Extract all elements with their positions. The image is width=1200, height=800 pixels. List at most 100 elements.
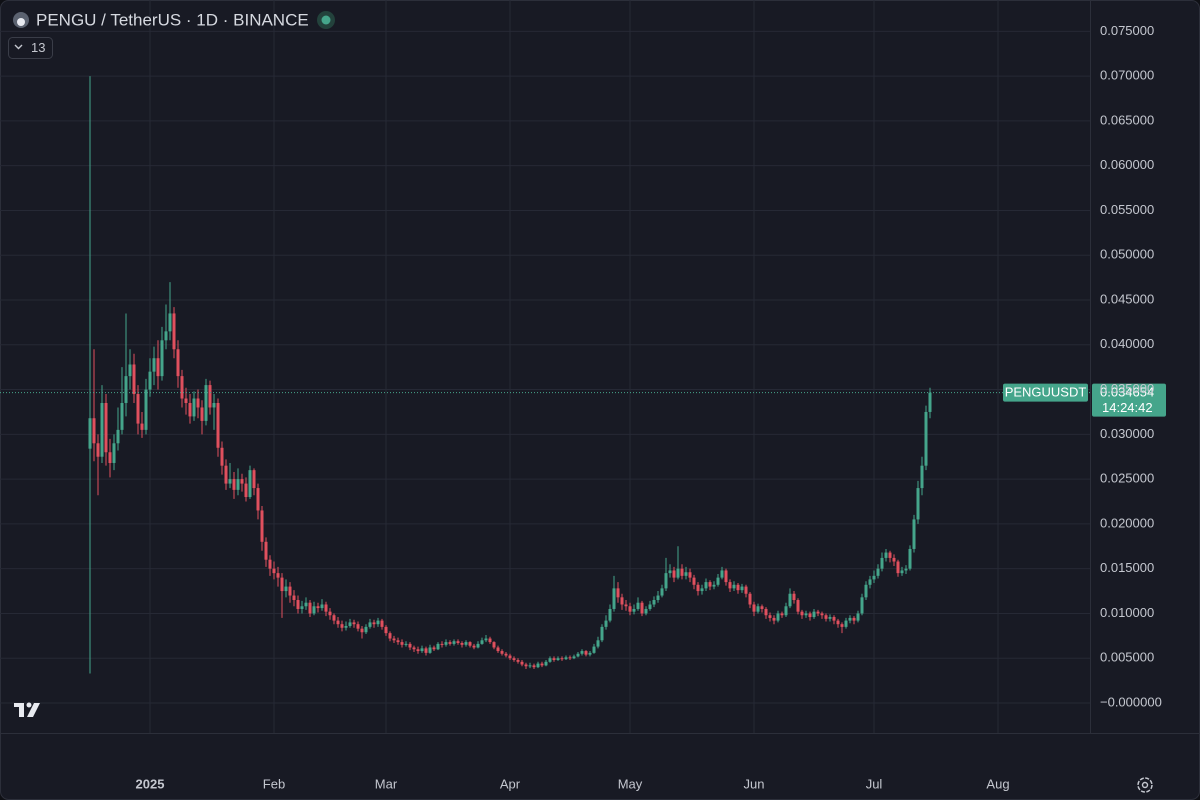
candle-body (600, 626, 604, 641)
candle-body (544, 661, 548, 666)
candle-body (608, 608, 612, 621)
candle-body (556, 658, 560, 661)
candle-body (484, 638, 488, 641)
candle-body (704, 582, 708, 589)
candle-body (172, 313, 176, 350)
candle-body (492, 642, 496, 648)
candle-body (104, 402, 108, 453)
candle-body (924, 411, 928, 466)
candle-body (584, 651, 588, 655)
candle-body (324, 604, 328, 612)
y-tick-label: 0.050000 (1100, 247, 1154, 262)
candle-body (352, 622, 356, 625)
candle-body (824, 615, 828, 619)
candle-body (532, 665, 536, 668)
x-tick-label: Aug (986, 776, 1009, 791)
candle-body (400, 642, 404, 645)
candle-body (888, 552, 892, 558)
indicator-toggle[interactable] (8, 37, 53, 59)
candle-body (320, 604, 324, 609)
candle-body (628, 606, 632, 612)
candle-body (732, 584, 736, 589)
candle-body (568, 657, 572, 659)
candle-body (596, 640, 600, 647)
candle-body (672, 570, 676, 578)
candle-body (512, 658, 516, 661)
candle-body (716, 577, 720, 585)
candle-body (712, 584, 716, 587)
candle-body (456, 641, 460, 643)
candle-body (892, 557, 896, 562)
candle-body (904, 568, 908, 571)
symbol-icon-face (17, 18, 25, 26)
candle-body (848, 617, 852, 621)
candle-body (780, 613, 784, 616)
candle-body (808, 613, 812, 618)
candle-body (212, 402, 216, 408)
candle-body (592, 646, 596, 653)
last-price-label: 0.034654 (1100, 385, 1154, 400)
candle-body (88, 418, 92, 449)
candle-body (784, 606, 788, 616)
candle-body (180, 376, 184, 399)
y-tick-label: 0.005000 (1100, 650, 1154, 665)
countdown-label: 14:24:42 (1102, 400, 1153, 415)
candle-body (692, 577, 696, 585)
candle-body (304, 602, 308, 607)
candle-body (160, 340, 164, 377)
candle-body (396, 640, 400, 643)
candle-body (804, 613, 808, 616)
candle-body (476, 643, 480, 648)
candle-body (748, 593, 752, 605)
candle-body (388, 633, 392, 639)
candle-body (844, 620, 848, 627)
candle-body (632, 608, 636, 612)
tradingview-logo[interactable] (14, 702, 40, 718)
candles (88, 76, 932, 674)
candle-body (624, 604, 628, 607)
candle-body (208, 385, 212, 408)
settings-button[interactable] (1137, 777, 1153, 793)
candle-body (836, 620, 840, 625)
candle-body (264, 541, 268, 560)
candle-body (188, 402, 192, 417)
status-dot[interactable] (321, 15, 331, 25)
logo-part (19, 703, 24, 717)
candle-body (120, 402, 124, 430)
candle-body (256, 488, 260, 511)
candle-body (204, 385, 208, 421)
y-tick-label: 0.060000 (1100, 157, 1154, 172)
candle-body (224, 465, 228, 484)
candle-body (828, 617, 832, 619)
candle-body (516, 660, 520, 662)
y-tick-label: 0.010000 (1100, 605, 1154, 620)
candle-body (464, 642, 468, 645)
candle-body (248, 470, 252, 498)
candle-body (296, 600, 300, 609)
candle-body (740, 586, 744, 591)
candle-body (244, 483, 248, 498)
candle-body (340, 624, 344, 628)
candle-body (840, 624, 844, 627)
candle-body (336, 620, 340, 625)
candle-body (736, 584, 740, 591)
candle-body (616, 588, 620, 598)
candle-body (184, 398, 188, 403)
candle-body (300, 606, 304, 609)
candle-body (380, 620, 384, 627)
candle-body (252, 470, 256, 489)
candle-body (920, 465, 924, 489)
candle-body (124, 376, 128, 403)
candle-body (640, 602, 644, 614)
y-tick-label: 0.055000 (1100, 202, 1154, 217)
candle-body (192, 398, 196, 417)
candle-body (440, 643, 444, 645)
candle-body (132, 364, 136, 395)
candle-body (908, 548, 912, 569)
candle-body (760, 606, 764, 609)
candle-body (152, 358, 156, 372)
candle-body (228, 479, 232, 484)
logo-part (26, 702, 32, 708)
candle-body (428, 647, 432, 653)
